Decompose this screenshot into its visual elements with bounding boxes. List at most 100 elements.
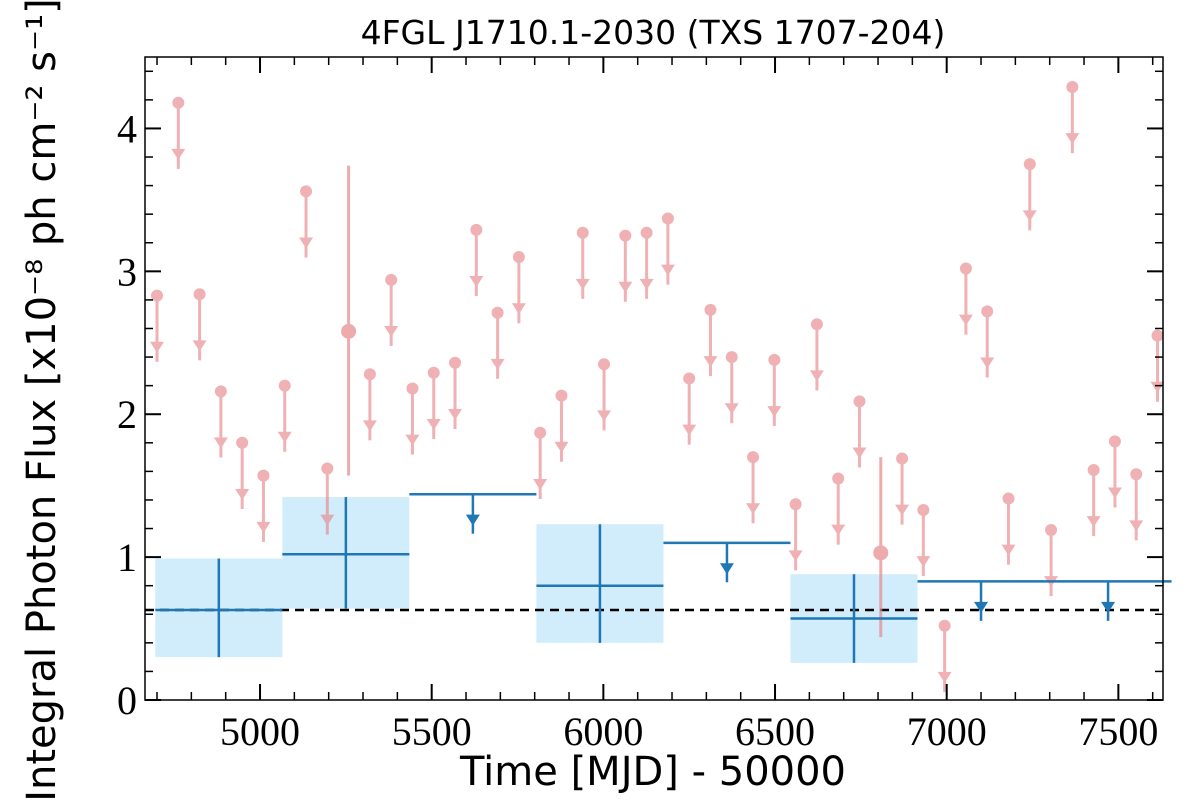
upper-limit-marker <box>725 351 738 364</box>
upper-limit-arrow-head <box>299 237 314 249</box>
upper-limit-arrow-head <box>618 281 633 293</box>
upper-limit-point <box>554 389 569 462</box>
long-bin-detection <box>536 524 664 643</box>
upper-limit-marker <box>917 503 930 516</box>
upper-limit-point <box>362 368 377 441</box>
upper-limit-point <box>1065 81 1080 154</box>
upper-limit-arrow-head <box>746 503 761 515</box>
long-bin-upper-limit <box>917 580 1045 621</box>
upper-limit-arrow-head <box>895 504 910 516</box>
upper-limit-point <box>192 288 207 361</box>
detection-marker <box>873 545 889 561</box>
upper-limit-marker <box>981 305 994 318</box>
upper-limit-marker <box>832 472 845 485</box>
upper-limit-point <box>724 351 739 424</box>
upper-limit-point <box>1107 435 1122 508</box>
upper-limit-arrow-head <box>660 264 675 276</box>
short-bin-series <box>150 81 1165 692</box>
upper-limit-arrow-head <box>362 420 377 432</box>
upper-limit-point <box>490 306 505 379</box>
upper-limit-arrow-head <box>1107 487 1122 499</box>
upper-limit-point <box>852 395 867 468</box>
upper-limit-point <box>895 452 910 525</box>
upper-limit-arrow-head <box>639 278 654 290</box>
upper-limit-arrow-head <box>831 524 846 536</box>
upper-limit-point <box>767 353 782 427</box>
upper-limit-point <box>171 96 186 169</box>
upper-limit-point <box>980 305 995 378</box>
upper-limit-point <box>809 318 824 391</box>
upper-limit-marker <box>640 226 653 239</box>
upper-limit-point <box>511 251 526 324</box>
upper-limit-arrow-head <box>937 671 952 683</box>
long-bin-series <box>155 492 1172 663</box>
upper-limit-marker <box>427 366 440 379</box>
upper-limit-marker <box>661 212 674 225</box>
upper-limit-arrow-head <box>511 303 526 315</box>
upper-limit-marker <box>704 303 717 316</box>
upper-limit-point <box>277 379 292 452</box>
long-bin-detection <box>155 558 283 658</box>
upper-limit-marker <box>321 462 334 475</box>
y-tick-label: 0 <box>117 678 137 723</box>
upper-limit-point <box>1022 158 1037 231</box>
upper-limit-point <box>831 472 846 545</box>
upper-limit-arrow-head <box>980 357 995 369</box>
long-bin-arrow-head <box>465 514 480 526</box>
upper-limit-marker <box>1045 523 1058 536</box>
upper-limit-point <box>469 223 484 297</box>
y-tick-label: 3 <box>117 249 137 294</box>
upper-limit-arrow-head <box>1150 381 1165 393</box>
upper-limit-arrow-head <box>256 521 271 533</box>
upper-limit-marker <box>810 318 823 331</box>
upper-limit-arrow-head <box>469 276 484 288</box>
upper-limit-point <box>150 289 165 362</box>
upper-limit-marker <box>172 96 185 109</box>
upper-limit-point <box>703 303 718 377</box>
x-axis-label: Time [MJD] - 50000 <box>459 749 846 795</box>
upper-limit-arrow-head <box>448 408 463 420</box>
upper-limit-arrow-head <box>1022 210 1037 222</box>
upper-limit-arrow-head <box>192 340 207 352</box>
upper-limit-point <box>1150 329 1165 402</box>
x-tick-label: 7000 <box>907 709 987 754</box>
upper-limit-marker <box>555 389 568 402</box>
long-bin-detection <box>790 574 918 663</box>
upper-limit-marker <box>214 385 227 398</box>
upper-limit-marker <box>938 619 951 632</box>
upper-limit-arrow-head <box>213 437 228 449</box>
upper-limit-arrow-head <box>1086 516 1101 528</box>
upper-limit-point <box>426 366 441 439</box>
upper-limit-arrow-head <box>235 488 250 500</box>
x-tick-label: 6000 <box>563 709 643 754</box>
upper-limit-arrow-head <box>1065 133 1080 145</box>
upper-limit-point <box>937 619 952 692</box>
upper-limit-arrow-head <box>171 148 186 160</box>
upper-limit-arrow-head <box>320 514 335 526</box>
upper-limit-marker <box>470 223 483 236</box>
chart-title: 4FGL J1710.1-2030 (TXS 1707-204) <box>361 13 946 52</box>
x-tick-label: 5000 <box>220 709 300 754</box>
upper-limit-arrow-head <box>958 314 973 326</box>
upper-limit-marker <box>193 288 206 301</box>
upper-limit-arrow-head <box>809 370 824 382</box>
upper-limit-arrow-head <box>852 447 867 459</box>
upper-limit-point <box>320 462 335 535</box>
upper-limit-marker <box>853 395 866 408</box>
y-axis-label: Integral Photon Flux [x10⁻⁸ ph cm⁻² s⁻¹] <box>19 0 65 800</box>
upper-limit-arrow-head <box>1001 544 1016 556</box>
upper-limit-marker <box>576 226 589 239</box>
upper-limit-point <box>213 385 228 458</box>
upper-limit-arrow-head <box>916 556 931 568</box>
upper-limit-arrow-head <box>384 326 399 338</box>
upper-limit-point <box>384 273 399 347</box>
upper-limit-marker <box>1087 463 1100 476</box>
upper-limit-arrow-head <box>597 410 612 422</box>
upper-limit-marker <box>619 229 632 242</box>
upper-limit-marker <box>768 353 781 366</box>
upper-limit-point <box>533 426 548 499</box>
upper-limit-marker <box>257 469 270 482</box>
upper-limit-marker <box>406 382 419 395</box>
